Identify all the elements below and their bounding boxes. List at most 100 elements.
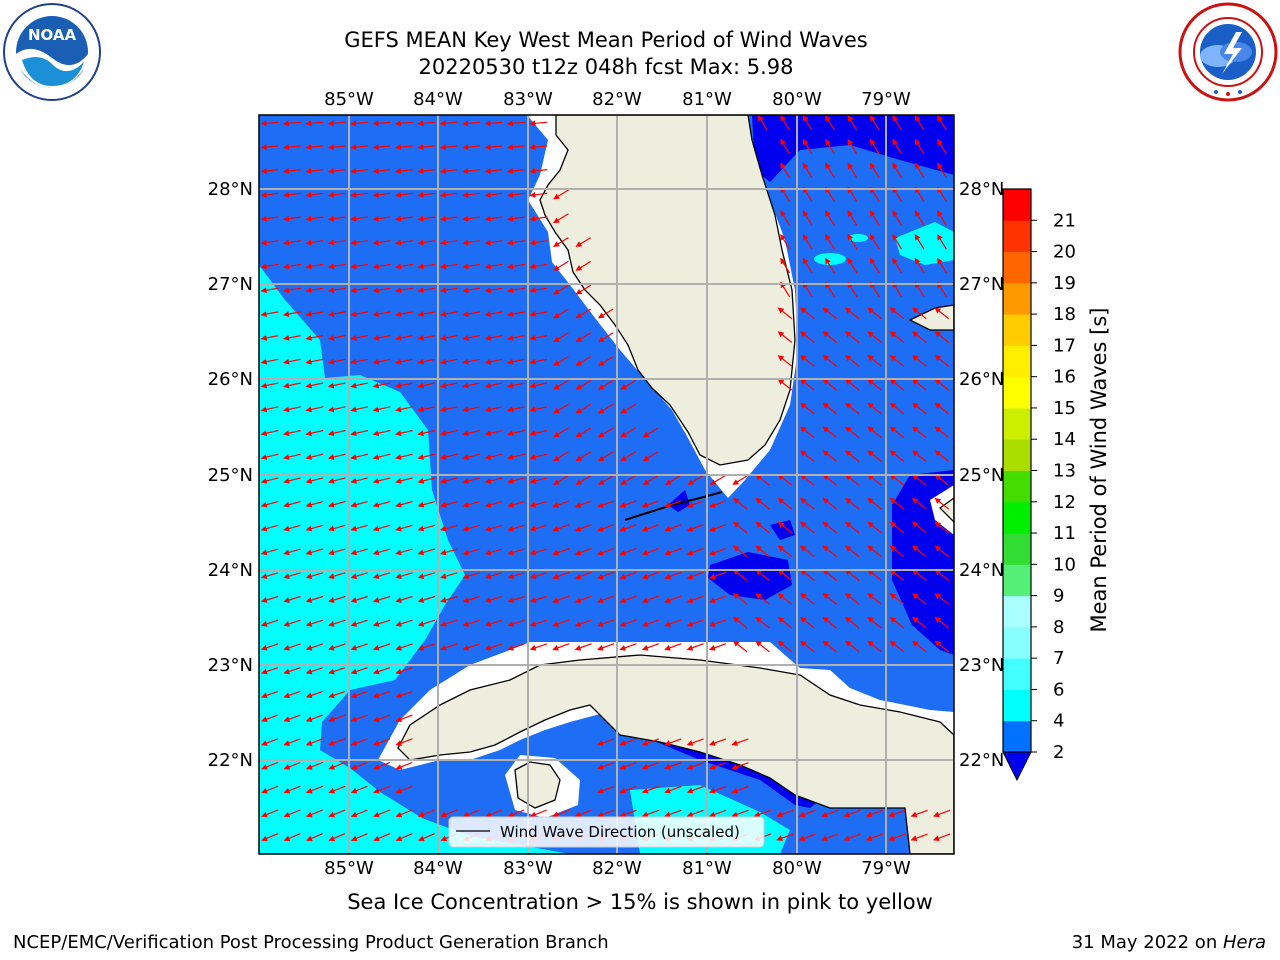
- wind-arrow-264: [597, 379, 614, 390]
- wind-arrow-486: [574, 571, 592, 580]
- wind-arrow-327: [350, 453, 369, 460]
- wind-arrow-136: [372, 263, 391, 270]
- wind-arrow-587: [755, 640, 770, 653]
- colorbar-tick-label-14: 18: [1053, 304, 1076, 325]
- wind-arrow-299: [283, 429, 301, 437]
- wind-arrow-628: [686, 738, 704, 746]
- wind-arrow-115: [417, 239, 436, 246]
- colorbar-under-arrow: [1002, 751, 1032, 782]
- wind-wave-arrows: [260, 115, 951, 842]
- wind-arrow-421: [507, 524, 525, 532]
- wind-arrow-665: [395, 809, 413, 818]
- wind-arrow-109: [283, 239, 301, 246]
- wind-arrow-162: [439, 287, 458, 294]
- wind-arrow-429: [686, 524, 704, 532]
- wind-arrow-168: [575, 284, 592, 295]
- wind-arrow-545: [507, 619, 525, 627]
- wind-arrow-80: [825, 186, 835, 202]
- wind-arrow-198: [889, 307, 905, 320]
- ocean-2-4s: [259, 115, 954, 854]
- wind-arrow-223: [912, 331, 927, 343]
- wind-arrow-215: [575, 332, 592, 343]
- wind-arrow-465: [800, 545, 815, 558]
- wind-arrow-472: [260, 572, 279, 580]
- wind-arrow-269: [844, 378, 860, 391]
- wind-arrow-105: [892, 210, 903, 226]
- wind-arrow-391: [529, 501, 548, 508]
- wind-arrow-558: [800, 616, 815, 629]
- wind-arrow-714: [798, 833, 816, 842]
- wind-arrow-633: [305, 761, 323, 770]
- wind-arrow-143: [529, 263, 548, 270]
- wind-arrow-44: [283, 168, 301, 174]
- wind-arrow-6: [394, 120, 413, 127]
- wind-arrow-33: [507, 144, 525, 151]
- wind-arrow-396: [641, 500, 660, 508]
- wind-arrow-347: [934, 450, 950, 462]
- wind-arrow-491: [686, 571, 704, 580]
- wind-arrow-469: [889, 545, 905, 558]
- wind-arrow-302: [350, 429, 369, 437]
- wind-arrow-594: [912, 640, 927, 653]
- wind-arrow-668: [462, 809, 480, 818]
- wind-arrow-551: [641, 619, 660, 627]
- wind-arrow-712: [753, 833, 772, 842]
- colorbar-segment-13: [1003, 314, 1031, 346]
- wind-arrow-163: [462, 287, 481, 294]
- wind-arrow-638: [597, 762, 615, 770]
- wind-arrow-293: [844, 402, 860, 415]
- wind-arrow-149: [847, 257, 858, 274]
- wind-arrow-258: [462, 382, 481, 389]
- wind-arrow-263: [575, 379, 592, 390]
- wind-arrow-120: [529, 239, 548, 246]
- wind-arrow-48: [372, 168, 391, 174]
- wind-arrow-204: [327, 334, 346, 341]
- wind-arrow-672: [552, 809, 570, 818]
- wind-arrow-677: [664, 809, 682, 818]
- wind-arrow-193: [777, 307, 793, 320]
- wind-arrow-228: [327, 358, 346, 365]
- wind-arrow-83: [892, 186, 903, 202]
- legend-label: Wind Wave Direction (unscaled): [500, 823, 740, 841]
- colorbar-tick-label-16: 20: [1053, 242, 1076, 263]
- wind-arrow-194: [800, 307, 815, 320]
- wind-arrow-144: [553, 260, 569, 271]
- wind-arrow-693: [328, 833, 346, 842]
- wind-arrow-409: [934, 497, 950, 510]
- wind-arrow-680: [731, 809, 749, 818]
- lon-labels-bottom: 85°W 84°W 83°W 82°W 81°W 80°W 79°W: [324, 858, 911, 879]
- wind-arrow-580: [597, 643, 615, 651]
- wind-arrow-116: [439, 239, 458, 246]
- wind-arrow-356: [440, 477, 458, 484]
- wind-arrow-50: [417, 168, 436, 174]
- wind-arrow-226: [283, 358, 301, 365]
- lat-label-right-3: 25°N: [959, 465, 1004, 486]
- wind-arrow-475: [328, 572, 346, 580]
- wind-arrow-688: [910, 809, 928, 818]
- wind-arrow-506: [328, 595, 346, 603]
- wind-arrow-307: [462, 429, 481, 437]
- wind-arrow-473: [283, 572, 301, 580]
- wind-arrow-328: [372, 453, 391, 460]
- wind-arrow-308: [484, 429, 503, 437]
- lon-label-bottom-5: 80°W: [772, 858, 822, 879]
- wind-arrow-260: [507, 382, 525, 389]
- wind-arrow-278: [350, 406, 369, 413]
- wind-arrow-97: [507, 215, 525, 222]
- wind-arrow-419: [462, 524, 480, 532]
- wind-arrow-598: [305, 667, 323, 675]
- wind-arrow-321: [912, 426, 927, 439]
- wind-arrow-122: [575, 237, 592, 247]
- wind-arrow-197: [867, 307, 882, 320]
- wind-arrow-444: [328, 548, 346, 556]
- ocean-lt2s-east: [892, 470, 954, 655]
- wind-arrow-367: [687, 475, 704, 485]
- nws-logo: [1178, 2, 1278, 102]
- wind-arrow-505: [305, 595, 324, 603]
- colorbar-segment-6: [1003, 533, 1031, 565]
- wind-arrow-568: [328, 643, 346, 651]
- wind-arrow-600: [350, 667, 368, 675]
- wind-arrow-16: [825, 115, 835, 131]
- wind-arrow-158: [350, 287, 369, 294]
